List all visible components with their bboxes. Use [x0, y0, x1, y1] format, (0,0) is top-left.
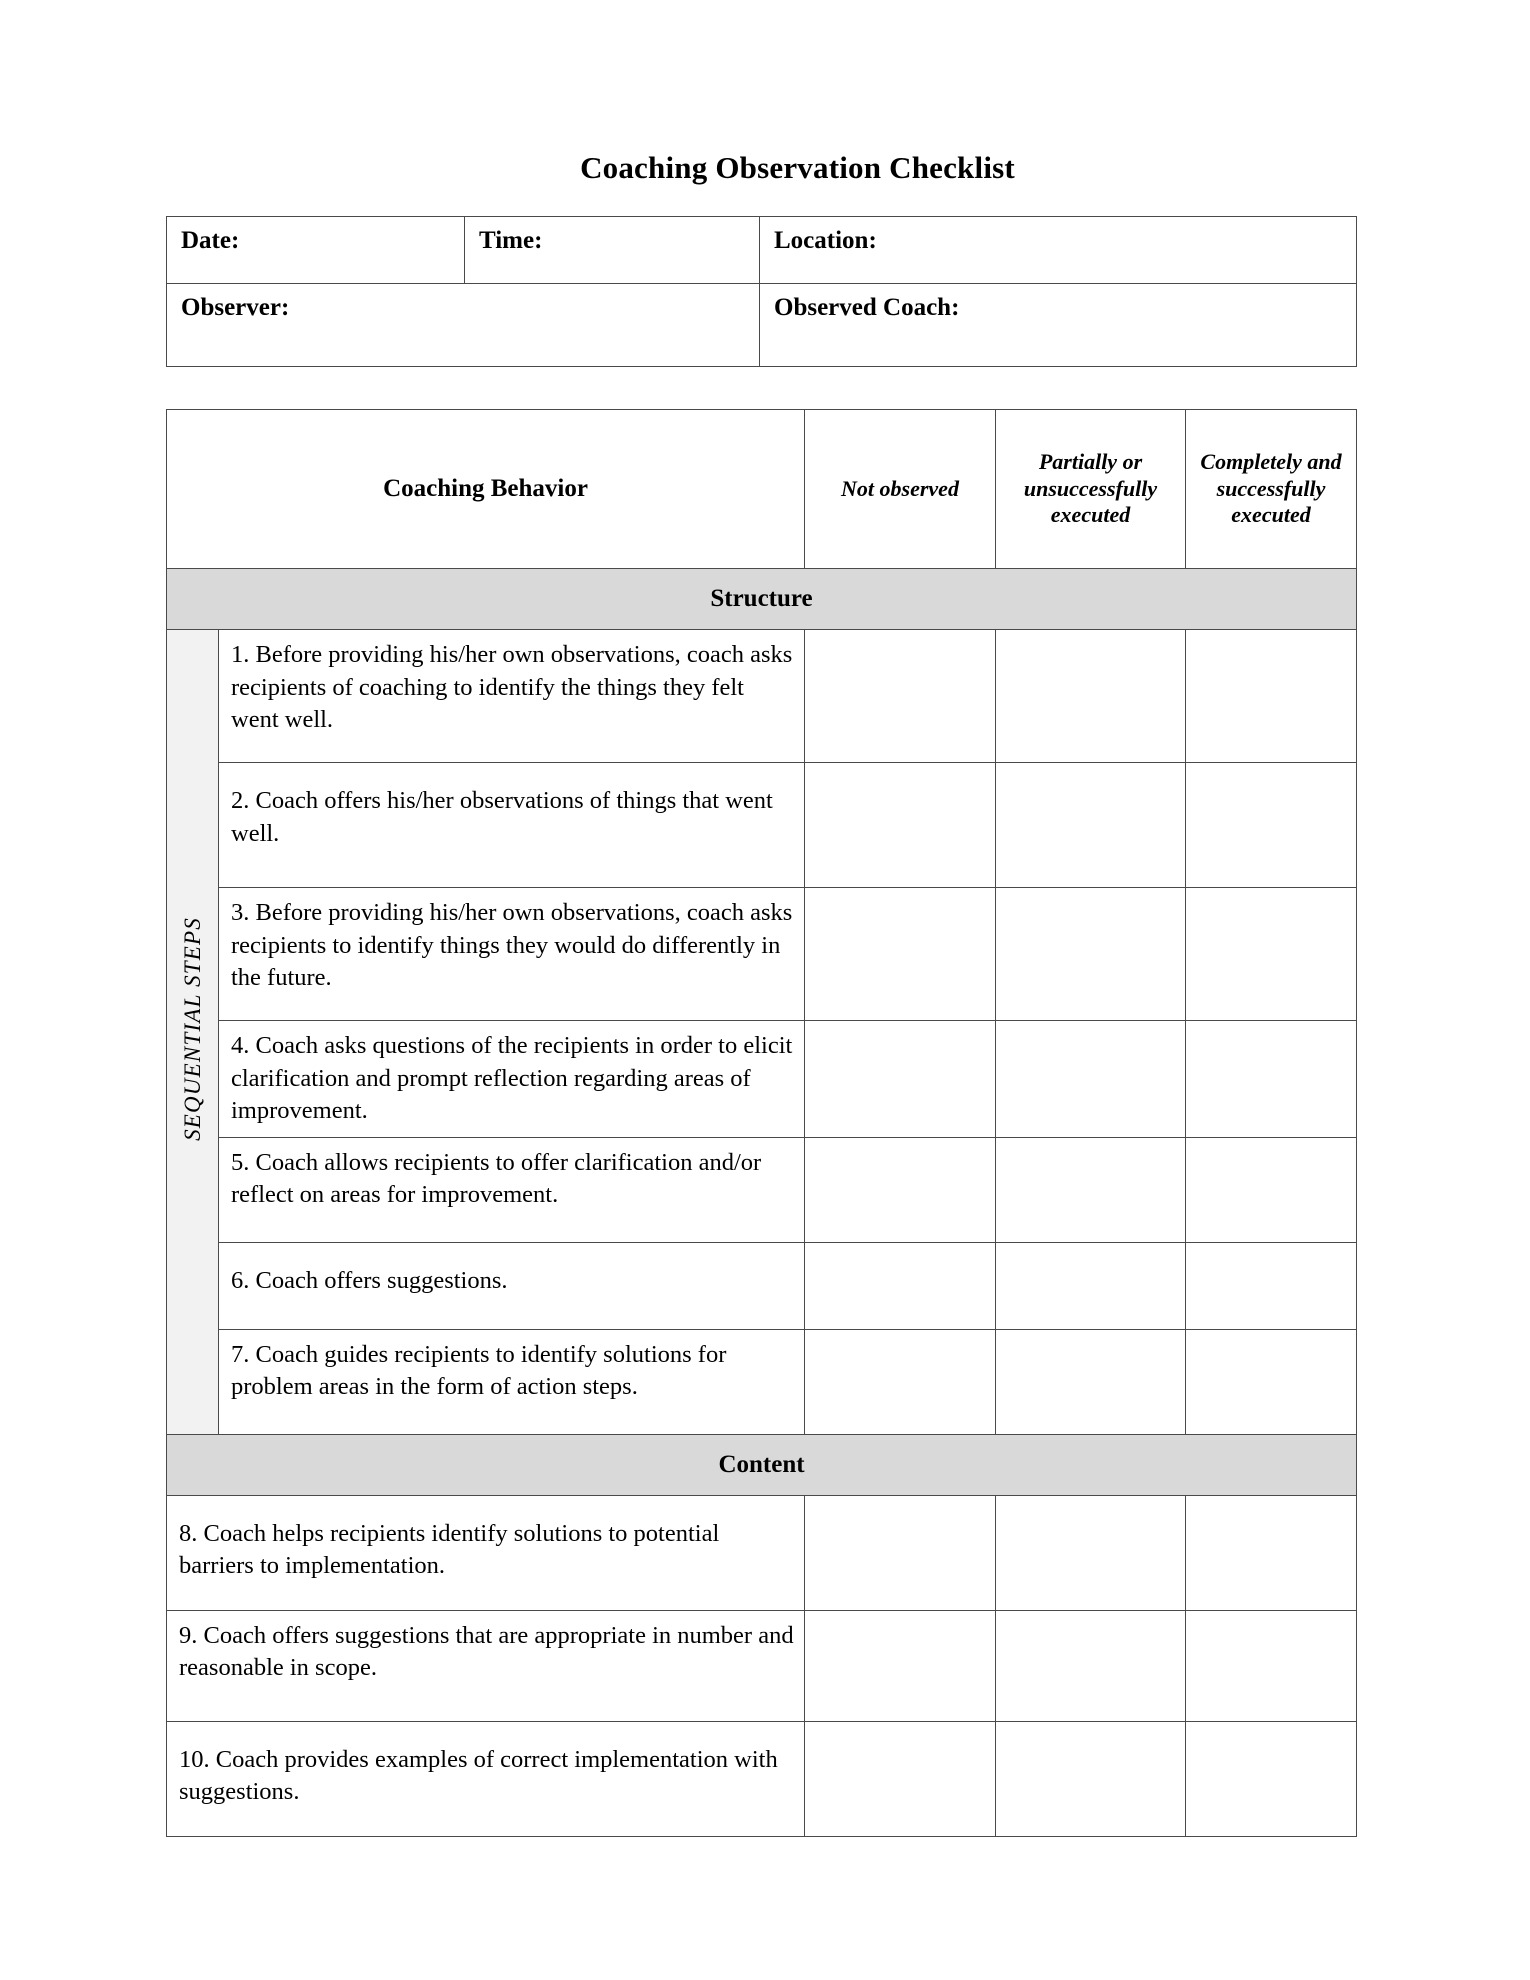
table-row: 2. Coach offers his/her observations of …: [167, 762, 1357, 888]
section-header-content-label: Content: [166, 1433, 1357, 1496]
behavior-item-7: 7. Coach guides recipients to identify s…: [218, 1328, 805, 1435]
behavior-item-8: 8. Coach helps recipients identify solut…: [166, 1494, 805, 1611]
behavior-item-9: 9. Coach offers suggestions that are app…: [166, 1609, 805, 1722]
observation-meta-table: Date: Time: Location: Observer: Observed…: [166, 216, 1357, 367]
rating-cell-6-not-observed[interactable]: [804, 1241, 996, 1330]
behavior-item-6: 6. Coach offers suggestions.: [218, 1241, 805, 1330]
rating-cell-4-partially[interactable]: [995, 1020, 1186, 1138]
table-row: 5. Coach allows recipients to offer clar…: [167, 1136, 1357, 1243]
rating-cell-5-not-observed[interactable]: [804, 1136, 996, 1243]
section-header-structure: Structure: [166, 568, 1357, 630]
checklist-header-row: Coaching Behavior Not observed Partially…: [166, 409, 1357, 569]
behavior-item-5: 5. Coach allows recipients to offer clar…: [218, 1136, 805, 1243]
rating-cell-4-not-observed[interactable]: [804, 1020, 996, 1138]
rating-cell-3-partially[interactable]: [995, 887, 1186, 1021]
meta-field-location[interactable]: Location:: [759, 216, 1357, 284]
rating-cell-1-not-observed[interactable]: [804, 629, 996, 763]
meta-label-date: Date:: [181, 227, 240, 254]
rating-cell-6-completely[interactable]: [1185, 1241, 1357, 1330]
table-row: 8. Coach helps recipients identify solut…: [166, 1494, 1357, 1611]
meta-label-time: Time:: [479, 227, 543, 254]
meta-field-time[interactable]: Time:: [464, 216, 760, 284]
rating-cell-3-completely[interactable]: [1185, 887, 1357, 1021]
behavior-item-10: 10. Coach provides examples of correct i…: [166, 1720, 805, 1837]
table-row: 6. Coach offers suggestions.: [167, 1241, 1357, 1330]
document-content: Coaching Observation Checklist Date: Tim…: [160, 150, 1375, 1837]
table-row: 9. Coach offers suggestions that are app…: [166, 1609, 1357, 1722]
table-row: 10. Coach provides examples of correct i…: [166, 1720, 1357, 1837]
rating-cell-10-completely[interactable]: [1185, 1720, 1357, 1837]
meta-label-observer: Observer:: [181, 294, 290, 321]
rating-cell-10-not-observed[interactable]: [804, 1720, 996, 1837]
rating-cell-7-partially[interactable]: [995, 1328, 1186, 1435]
meta-label-location: Location:: [774, 227, 877, 254]
rating-cell-2-partially[interactable]: [995, 762, 1186, 888]
column-header-not-observed: Not observed: [804, 409, 996, 569]
rating-cell-10-partially[interactable]: [995, 1720, 1186, 1837]
rating-cell-9-completely[interactable]: [1185, 1609, 1357, 1722]
behavior-item-4: 4. Coach asks questions of the recipient…: [218, 1020, 805, 1138]
section-header-content: Content: [166, 1433, 1357, 1496]
rating-cell-2-completely[interactable]: [1185, 762, 1357, 888]
column-header-coaching-behavior: Coaching Behavior: [166, 409, 805, 569]
behavior-item-1: 1. Before providing his/her own observat…: [218, 629, 805, 763]
table-row: 7. Coach guides recipients to identify s…: [167, 1328, 1357, 1435]
meta-row-secondary: Observer: Observed Coach:: [166, 283, 1357, 367]
vertical-label-sequential-steps: SEQUENTIAL STEPS: [166, 629, 219, 1435]
meta-field-date[interactable]: Date:: [166, 216, 465, 284]
rating-cell-5-completely[interactable]: [1185, 1136, 1357, 1243]
column-header-partially-executed: Partially or unsuccessfully executed: [995, 409, 1186, 569]
rating-cell-9-partially[interactable]: [995, 1609, 1186, 1722]
rating-cell-1-partially[interactable]: [995, 629, 1186, 763]
table-row: SEQUENTIAL STEPS 1. Before providing his…: [166, 629, 1357, 1435]
rating-cell-4-completely[interactable]: [1185, 1020, 1357, 1138]
rating-cell-8-completely[interactable]: [1185, 1494, 1357, 1611]
meta-field-observed-coach[interactable]: Observed Coach:: [759, 283, 1357, 367]
rating-cell-2-not-observed[interactable]: [804, 762, 996, 888]
rating-cell-9-not-observed[interactable]: [804, 1609, 996, 1722]
meta-row-primary: Date: Time: Location:: [166, 216, 1357, 284]
table-row: 3. Before providing his/her own observat…: [167, 887, 1357, 1021]
rating-cell-7-not-observed[interactable]: [804, 1328, 996, 1435]
rating-cell-8-not-observed[interactable]: [804, 1494, 996, 1611]
meta-field-observer[interactable]: Observer:: [166, 283, 760, 367]
rating-cell-8-partially[interactable]: [995, 1494, 1186, 1611]
behavior-item-3: 3. Before providing his/her own observat…: [218, 887, 805, 1021]
column-header-completely-executed: Completely and successfully executed: [1185, 409, 1357, 569]
rating-cell-3-not-observed[interactable]: [804, 887, 996, 1021]
table-row: 4. Coach asks questions of the recipient…: [167, 1020, 1357, 1138]
section-header-structure-label: Structure: [166, 568, 1357, 630]
rating-cell-7-completely[interactable]: [1185, 1328, 1357, 1435]
rating-cell-5-partially[interactable]: [995, 1136, 1186, 1243]
meta-label-observed-coach: Observed Coach:: [774, 294, 960, 321]
vertical-label-sequential-steps-text: SEQUENTIAL STEPS: [180, 917, 205, 1142]
behavior-item-2: 2. Coach offers his/her observations of …: [218, 762, 805, 888]
page-title: Coaching Observation Checklist: [580, 150, 1015, 185]
rating-cell-1-completely[interactable]: [1185, 629, 1357, 763]
rating-cell-6-partially[interactable]: [995, 1241, 1186, 1330]
coaching-behavior-checklist-table: Coaching Behavior Not observed Partially…: [166, 409, 1357, 1837]
